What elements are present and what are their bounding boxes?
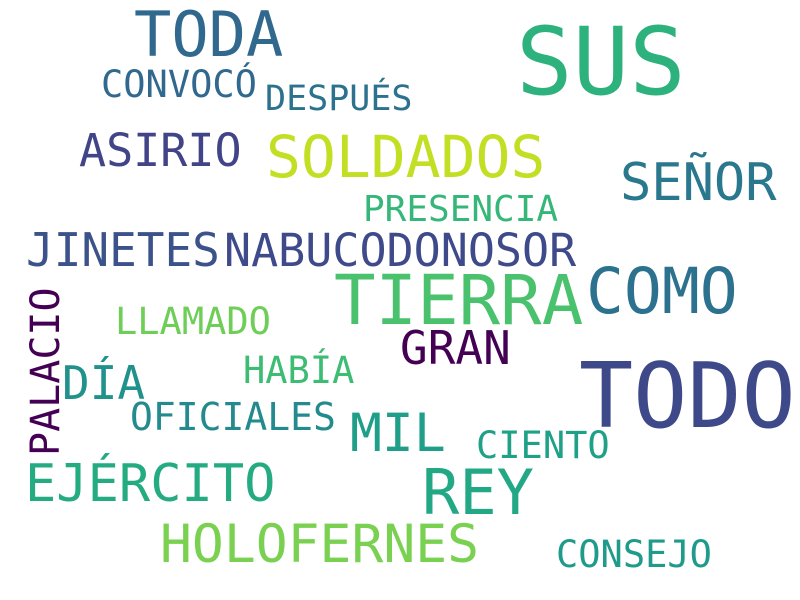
word-despues: DESPUÉS bbox=[265, 79, 413, 119]
word-convoco: CONVOCÓ bbox=[101, 63, 257, 106]
word-nabucodonosor: NABUCODONOSOR bbox=[224, 224, 577, 277]
word-gran: GRAN bbox=[400, 321, 511, 375]
word-soldados: SOLDADOS bbox=[266, 123, 546, 191]
word-presencia: PRESENCIA bbox=[363, 189, 559, 230]
word-como: COMO bbox=[586, 255, 738, 328]
word-asirio: ASIRIO bbox=[79, 124, 242, 177]
word-sus: SUS bbox=[516, 8, 686, 117]
word-palacio: PALACIO bbox=[23, 287, 69, 456]
word-rey: REY bbox=[422, 456, 534, 529]
word-todo: TODO bbox=[579, 344, 796, 449]
word-llamado: LLAMADO bbox=[115, 300, 271, 343]
word-dia: DÍA bbox=[62, 356, 146, 410]
word-toda: TODA bbox=[134, 0, 284, 71]
word-mil: MIL bbox=[350, 403, 446, 464]
word-tierra: TIERRA bbox=[334, 261, 584, 341]
word-consejo: CONSEJO bbox=[556, 533, 712, 576]
word-habia: HABÍA bbox=[243, 349, 355, 392]
word-ciento: CIENTO bbox=[476, 424, 610, 467]
word-holofernes: HOLOFERNES bbox=[160, 514, 480, 575]
word-senor: SEÑOR bbox=[620, 153, 777, 213]
word-jinetes: JINETES bbox=[26, 223, 220, 277]
word-ejercito: EJÉRCITO bbox=[25, 454, 276, 514]
word-oficiales: OFICIALES bbox=[130, 395, 336, 439]
